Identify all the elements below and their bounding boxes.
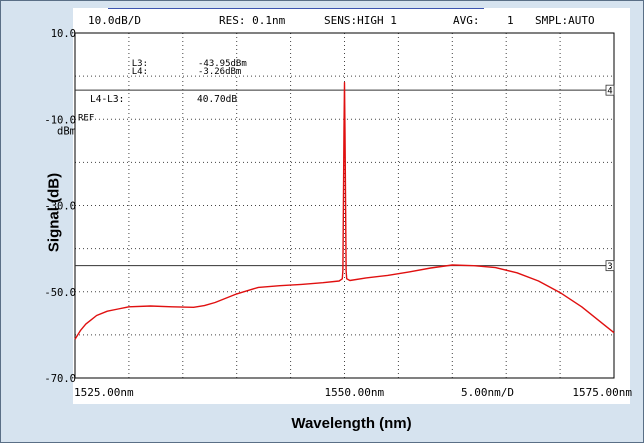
header-scale: 10.0dB/D <box>88 14 141 27</box>
y-tick-label: -50.0 <box>44 287 76 299</box>
marker-line-4-tag-box <box>605 84 615 96</box>
header-accent-line <box>108 8 484 9</box>
spectrum-trace <box>74 81 615 340</box>
header-smpl: SMPL:AUTO <box>535 14 595 27</box>
y-axis-title: Signal (dB) <box>45 172 63 253</box>
marker-line-3-tag-box <box>605 260 615 272</box>
marker-l4-value: -3.26dBm <box>198 67 241 77</box>
marker-line-4-tag: 4 <box>607 87 612 97</box>
marker-l3-value: -43.95dBm <box>198 59 247 69</box>
header-avg-label: AVG: <box>453 14 480 27</box>
marker-line-3-tag: 3 <box>607 262 612 272</box>
x-span-label: 5.00nm/D <box>461 386 514 399</box>
label-layer: 10.0dB/D RES: 0.1nm SENS:HIGH 1 AVG: 1 SMPL:A… <box>44 14 632 399</box>
marker-diff-value: 40.70dB <box>197 94 237 105</box>
x-axis-title: Wavelength (nm) <box>291 415 412 432</box>
marker-diff-label: L4-L3: <box>90 94 124 105</box>
y-tick-label: 10.0 <box>51 28 76 40</box>
ref-label: REF <box>78 113 94 123</box>
x-tick-left: 1525.00nm <box>74 386 134 399</box>
trace-layer <box>74 81 615 340</box>
header-res: RES: 0.1nm <box>219 14 286 27</box>
y-unit-label: dBm <box>57 125 76 137</box>
plot-grid <box>75 33 614 378</box>
marker-l4-label: L4: <box>132 67 148 77</box>
header-sens: SENS:HIGH 1 <box>324 14 397 27</box>
y-tick-label: -70.0 <box>44 373 76 385</box>
header-avg-value: 1 <box>507 14 514 27</box>
y-tick-label: -10.0 <box>44 114 76 126</box>
y-tick-label: -30.0 <box>44 201 76 213</box>
marker-l3-label: L3: <box>132 59 148 69</box>
plot-border <box>74 32 615 379</box>
x-tick-right: 1575.00nm <box>572 386 632 399</box>
plot-frame <box>74 32 615 379</box>
x-tick-center: 1550.00nm <box>325 386 385 399</box>
